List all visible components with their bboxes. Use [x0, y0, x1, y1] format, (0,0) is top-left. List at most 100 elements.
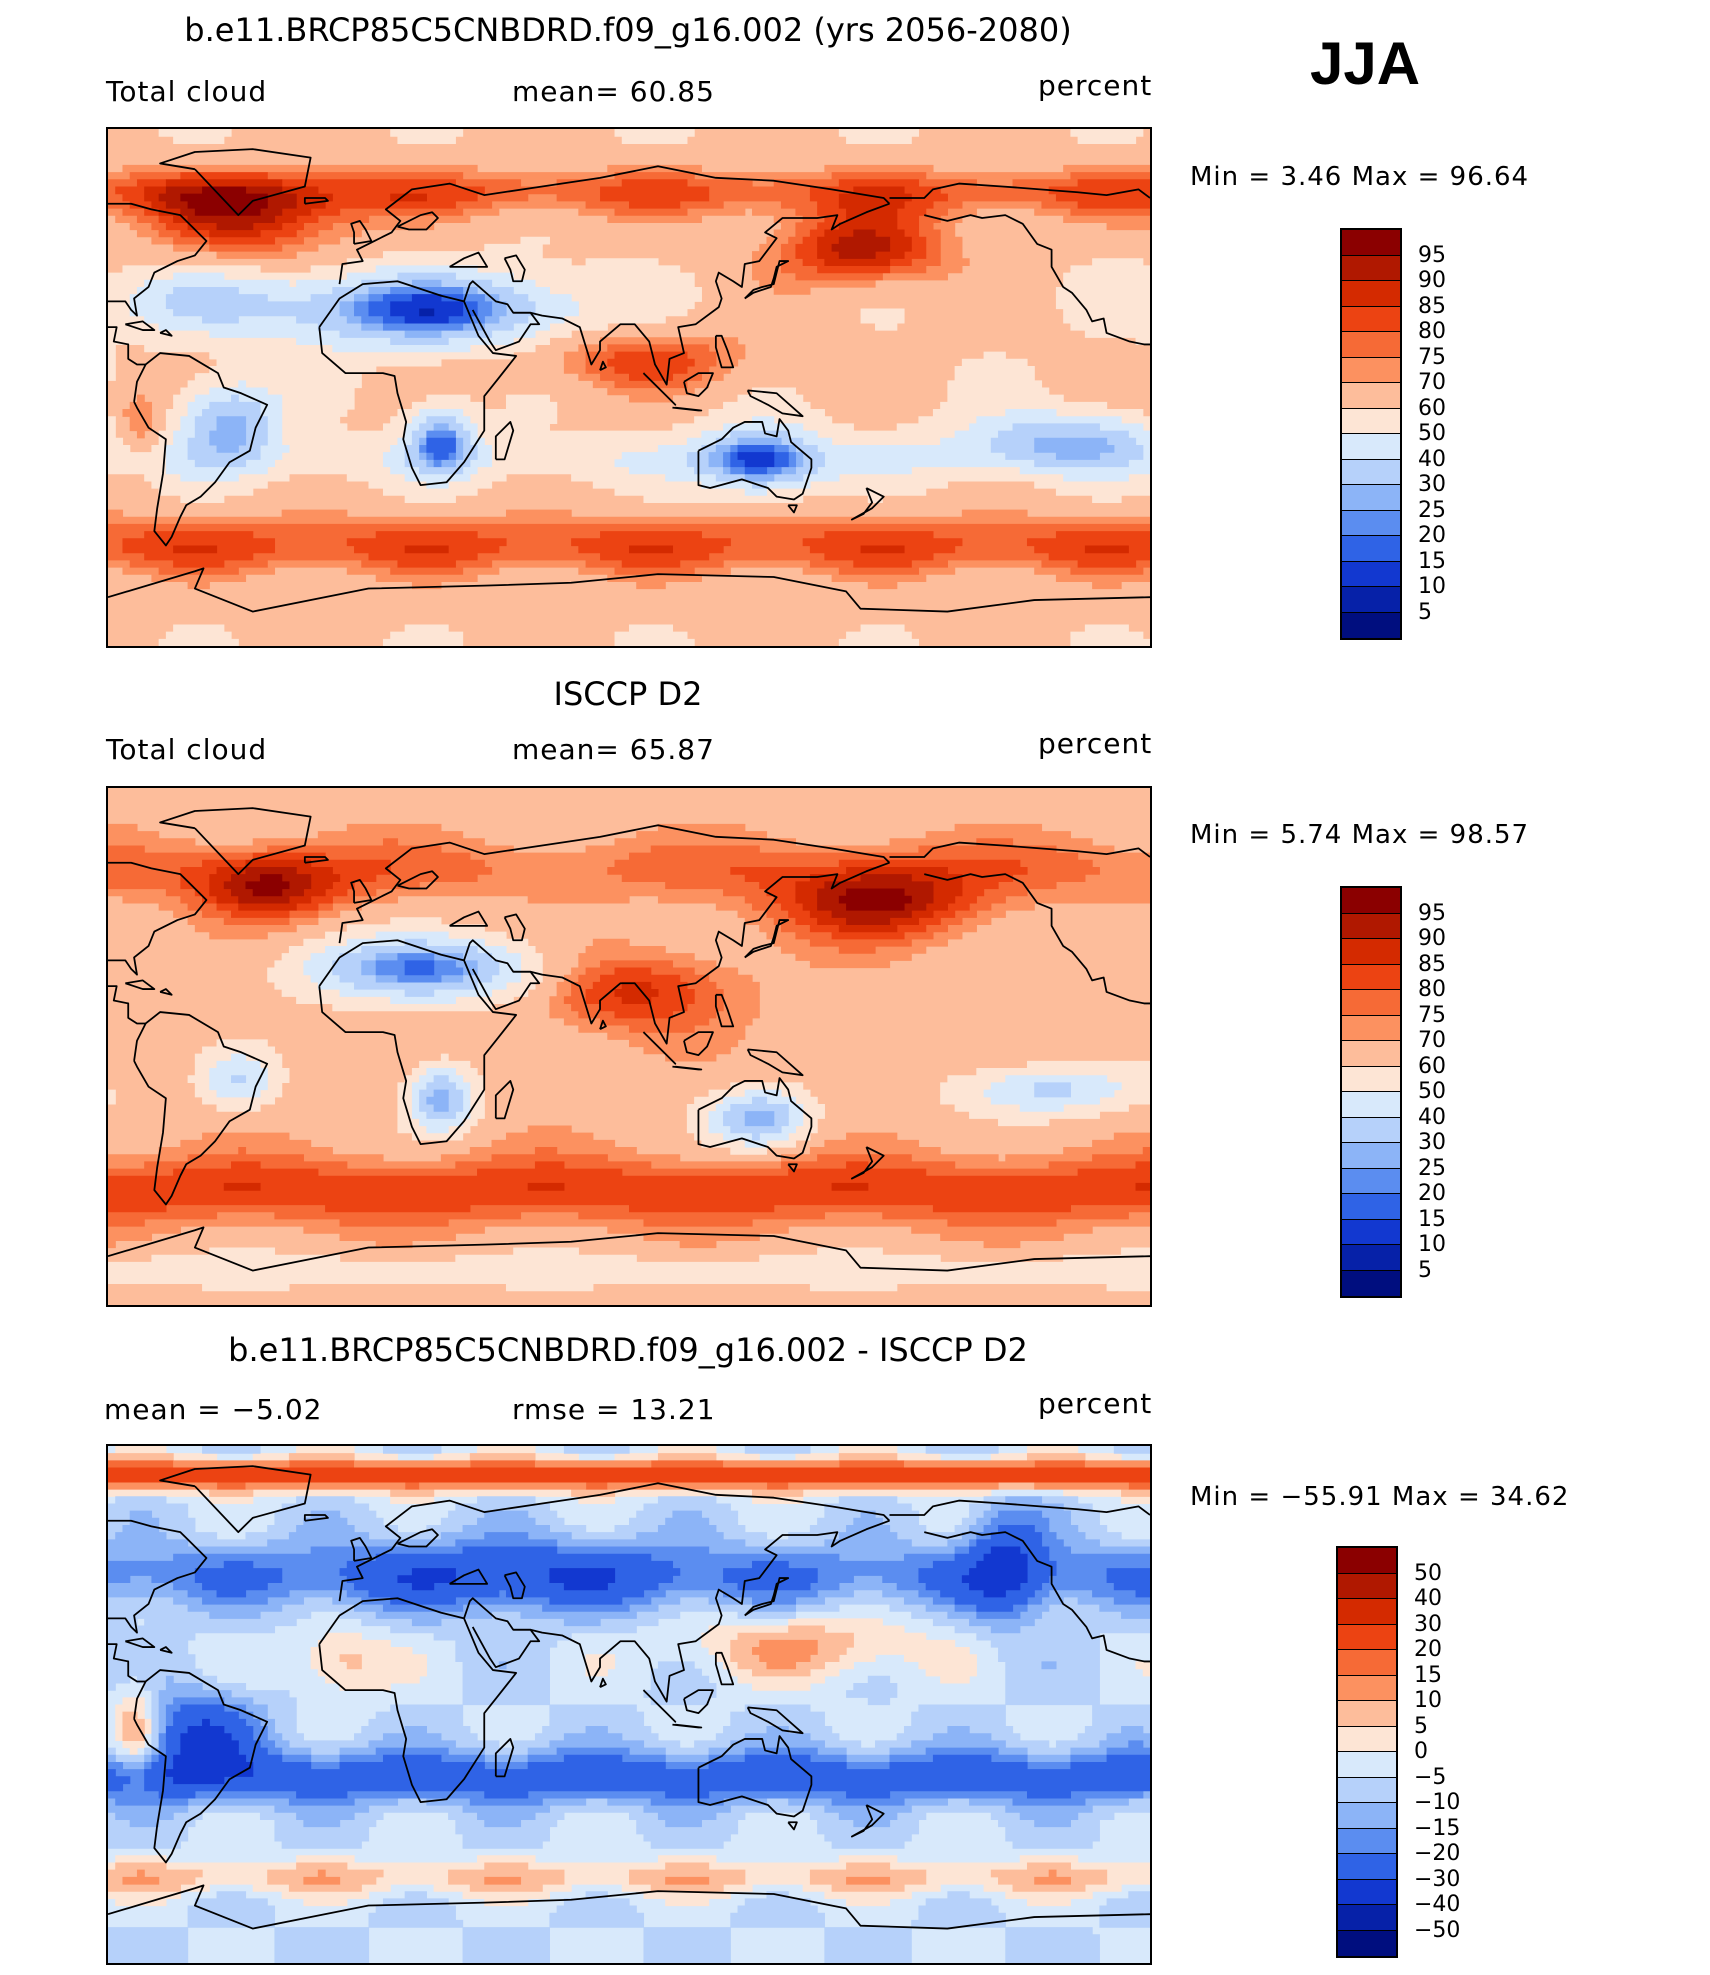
colorbar-tick-label: 50 — [1414, 1560, 1442, 1586]
colorbar-swatch — [1342, 561, 1400, 587]
coastline — [642, 372, 677, 406]
coastline — [494, 1080, 515, 1120]
colorbar-swatch — [1342, 383, 1400, 409]
coastline — [714, 334, 735, 369]
coastline — [850, 1146, 885, 1180]
coastline — [108, 567, 1150, 613]
contour-fill — [223, 866, 934, 926]
colorbar-tick-label: 25 — [1418, 1155, 1446, 1181]
coastline — [503, 913, 526, 942]
coastline — [338, 824, 891, 944]
colorbar-swatch — [1338, 1599, 1396, 1625]
coastline — [746, 1706, 804, 1735]
coastline — [159, 807, 312, 876]
colorbar-swatch — [1342, 1041, 1400, 1067]
colorbar-tick-label: 5 — [1418, 1257, 1432, 1283]
coastline — [787, 1821, 798, 1831]
coastline — [642, 1031, 677, 1065]
coastline — [449, 1568, 489, 1585]
coastline — [697, 418, 813, 501]
mean-label: mean= 60.85 — [512, 75, 715, 108]
coastline — [924, 1531, 1150, 1663]
contour-fill — [108, 823, 1150, 1249]
coastline — [672, 1065, 703, 1071]
coastline — [850, 1804, 885, 1838]
colorbar-swatch — [1342, 255, 1400, 281]
coastline — [108, 202, 208, 317]
colorbar-tick-label: 40 — [1414, 1586, 1442, 1611]
colorbar-tick-label: 40 — [1418, 446, 1446, 472]
rmse-label: rmse = 13.21 — [512, 1393, 716, 1426]
coastline — [397, 870, 439, 890]
map-diff — [106, 1444, 1152, 1965]
coastline — [889, 841, 1150, 858]
coastline — [449, 251, 489, 268]
colorbar-swatch — [1342, 1270, 1400, 1296]
coastline — [463, 1519, 890, 1703]
colorbar-tick-label: 10 — [1418, 1232, 1446, 1257]
coastline — [108, 326, 146, 366]
coastline — [133, 1011, 269, 1206]
contour-fill — [108, 852, 1150, 1213]
coastline — [159, 148, 312, 217]
colorbar-tick-label: 0 — [1414, 1739, 1428, 1764]
coastline — [746, 1048, 804, 1077]
colorbar-swatch — [1338, 1624, 1396, 1650]
colorbar-swatch — [1338, 1777, 1396, 1803]
colorbar-swatch — [1342, 536, 1400, 562]
mean-label: mean= 65.87 — [512, 733, 715, 766]
coastline — [889, 182, 1150, 199]
coastline — [697, 1735, 813, 1818]
coastline — [318, 1597, 518, 1804]
contour-fill — [108, 1510, 1150, 1806]
colorbar-swatch — [1338, 1930, 1396, 1956]
coastline — [108, 1226, 1150, 1272]
map-model — [106, 127, 1152, 648]
colorbar-swatch — [1338, 1650, 1396, 1676]
colorbar-swatch — [1342, 1092, 1400, 1118]
coastline — [108, 1519, 208, 1634]
contour-fill — [404, 960, 435, 976]
colorbar-swatch — [1338, 1675, 1396, 1701]
colorbar-swatch — [1342, 1168, 1400, 1194]
contour-fill — [108, 1496, 1150, 1828]
coastline — [125, 1637, 156, 1648]
coastline — [683, 372, 714, 398]
coastline — [125, 320, 156, 331]
colorbar-swatch — [1342, 964, 1400, 990]
coastline — [642, 1689, 677, 1723]
colorbar-swatch — [1342, 510, 1400, 536]
coastline — [159, 329, 173, 337]
colorbar-tick-label: 5 — [1414, 1713, 1428, 1739]
coastline — [318, 280, 518, 487]
colorbar-tick-label: 85 — [1418, 293, 1446, 319]
colorbar-swatch — [1342, 408, 1400, 434]
coastline — [108, 1643, 146, 1683]
contour-fill — [108, 129, 1150, 646]
colorbar-swatch — [1338, 1573, 1396, 1599]
coastline — [503, 1571, 526, 1600]
colorbar-swatch — [1342, 281, 1400, 307]
contour-fill — [108, 1524, 1150, 1799]
season-label: JJA — [1310, 30, 1421, 97]
colorbar-tick-label: 90 — [1418, 268, 1446, 293]
contour-fill — [108, 1446, 1150, 1963]
colorbar-tick-label: 50 — [1418, 421, 1446, 446]
colorbar-swatch — [1342, 485, 1400, 511]
colorbar-swatch — [1342, 939, 1400, 965]
min-max-label: Min = 5.74 Max = 98.57 — [1190, 820, 1530, 850]
coastline — [697, 1077, 813, 1160]
coastline — [159, 1465, 312, 1534]
colorbar-tick-label: 5 — [1418, 599, 1432, 625]
coastline — [338, 165, 891, 285]
coastline — [503, 254, 526, 283]
variable-label: Total cloud — [106, 75, 268, 108]
colorbar-tick-label: −15 — [1414, 1815, 1461, 1841]
colorbar-tick-label: 30 — [1414, 1611, 1442, 1637]
colorbar-swatch — [1342, 1245, 1400, 1271]
colorbar-swatch — [1342, 230, 1400, 256]
colorbar-tick-label: 85 — [1418, 951, 1446, 977]
colorbar-tick-label: −10 — [1414, 1790, 1461, 1815]
units-label: percent — [1038, 69, 1153, 102]
colorbar-swatch — [1338, 1854, 1396, 1880]
